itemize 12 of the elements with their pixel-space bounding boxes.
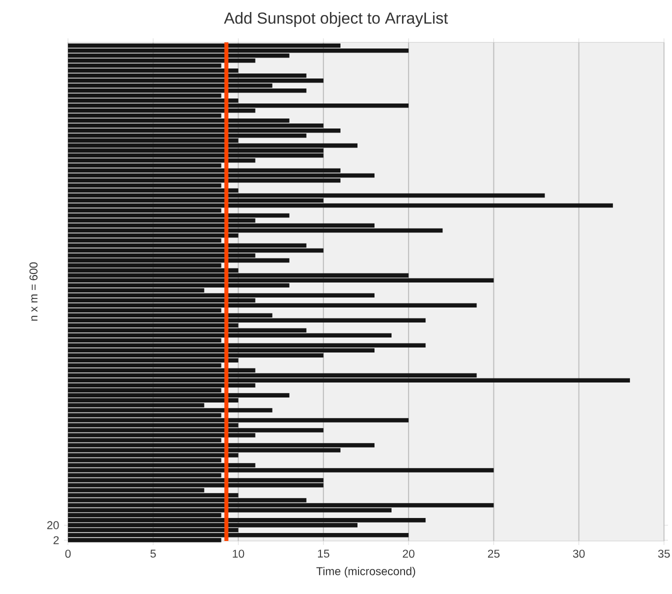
x-tick-label: 35: [658, 550, 670, 558]
x-tick-label: 30: [572, 550, 585, 558]
x-axis-title: Time (microsecond): [316, 566, 416, 578]
y-axis-title: n x m = 600: [30, 262, 38, 321]
x-tick-label: 0: [65, 550, 71, 558]
x-tick-label: 20: [402, 550, 414, 558]
chart-title: Add Sunspot object to ArrayList: [224, 12, 448, 27]
y-tick-label: 2: [54, 536, 59, 544]
x-tick-label: 15: [318, 550, 330, 558]
x-tick-label: 10: [232, 550, 244, 558]
x-tick-label: 25: [488, 550, 500, 558]
x-tick-label: 5: [150, 550, 156, 558]
